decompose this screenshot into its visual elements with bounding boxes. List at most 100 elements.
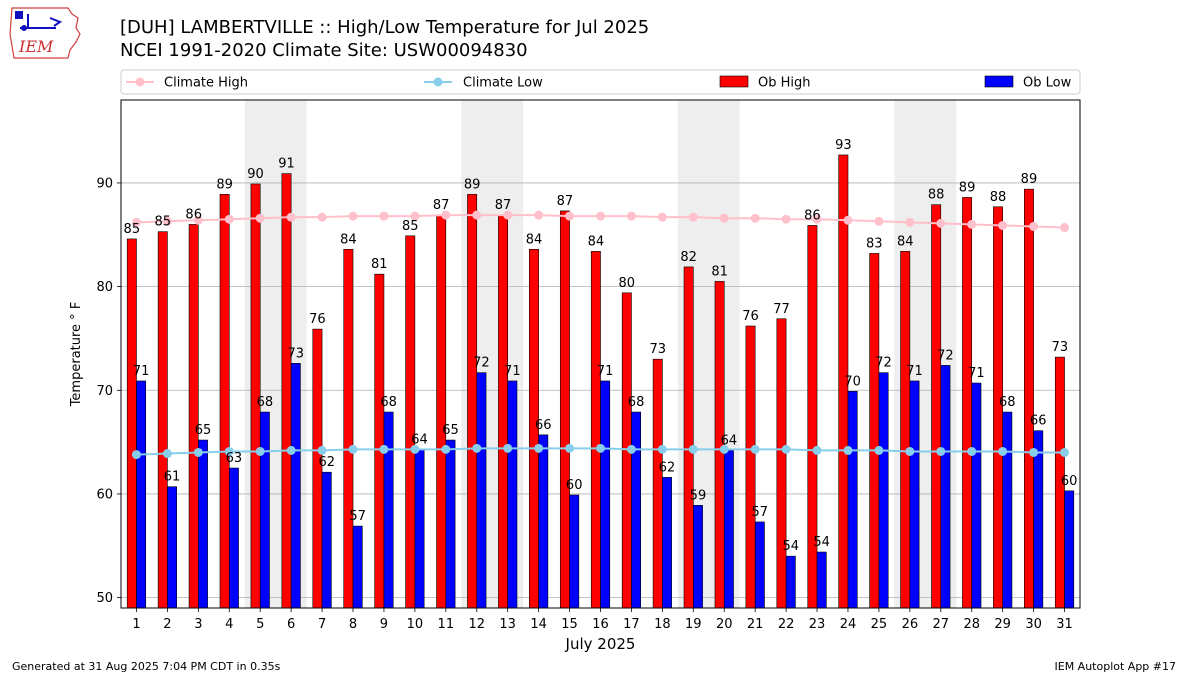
ob-high-bar-day-27 <box>931 204 942 609</box>
climate-low-point-day-20 <box>719 444 729 454</box>
climate-low-point-day-4 <box>224 446 234 456</box>
ob-low-bar-day-23 <box>816 551 827 609</box>
app-footer: IEM Autoplot App #17 <box>1054 660 1177 673</box>
x-tick-label-18: 18 <box>654 617 671 632</box>
climate-low-point-day-24 <box>843 445 853 455</box>
ob-high-bar-day-21 <box>745 325 756 609</box>
climate-high-point-day-25 <box>874 216 884 226</box>
climate-high-point-day-5 <box>255 213 265 223</box>
climate-high-point-day-30 <box>1029 221 1039 231</box>
y-axis-label: Temperature ° F <box>69 302 84 408</box>
chart-subtitle: NCEI 1991-2020 Climate Site: USW00094830 <box>120 40 528 61</box>
ob-low-bar-day-10 <box>414 449 425 609</box>
ob-high-label-day-2: 85 <box>154 215 171 230</box>
ob-high-label-day-7: 76 <box>309 312 326 327</box>
ob-high-bar-day-4 <box>219 194 230 609</box>
ob-high-bar-day-19 <box>683 266 694 609</box>
ob-high-label-day-22: 77 <box>773 302 790 317</box>
ob-low-label-day-15: 60 <box>566 478 583 493</box>
legend-ob-low-swatch <box>984 75 1014 88</box>
x-tick-label-5: 5 <box>256 617 264 632</box>
ob-high-label-day-17: 80 <box>619 276 636 291</box>
ob-high-bar-day-10 <box>405 235 416 609</box>
ob-low-label-day-2: 61 <box>164 470 181 485</box>
climate-high-point-day-22 <box>781 214 791 224</box>
climate-high-point-day-9 <box>379 211 389 221</box>
ob-low-label-day-22: 54 <box>782 539 799 554</box>
ob-low-label-day-19: 59 <box>690 488 707 503</box>
ob-low-bar-day-12 <box>476 372 487 609</box>
x-tick-label-7: 7 <box>318 617 326 632</box>
climate-low-point-day-15 <box>565 443 575 453</box>
climate-high-point-day-14 <box>534 210 544 220</box>
ob-high-bar-day-22 <box>776 318 787 609</box>
ob-low-label-day-8: 57 <box>349 509 366 524</box>
ob-low-label-day-4: 63 <box>226 451 243 466</box>
x-tick-label-4: 4 <box>225 617 233 632</box>
climate-low-point-day-1 <box>131 450 141 460</box>
climate-low-point-day-7 <box>317 445 327 455</box>
x-tick-label-2: 2 <box>163 617 171 632</box>
climate-low-point-day-12 <box>472 443 482 453</box>
climate-low-point-day-25 <box>874 445 884 455</box>
climate-low-point-day-27 <box>936 446 946 456</box>
ob-low-label-day-11: 65 <box>442 423 459 438</box>
iem-logo: IEM <box>9 7 81 59</box>
ob-low-bar-day-25 <box>878 372 889 609</box>
ob-high-bar-day-18 <box>652 358 663 609</box>
ob-high-bar-day-26 <box>900 251 911 609</box>
ob-low-label-day-1: 71 <box>133 364 150 379</box>
x-tick-label-16: 16 <box>592 617 609 632</box>
ob-low-label-day-7: 62 <box>318 455 335 470</box>
ob-low-bar-day-3 <box>198 439 208 609</box>
x-tick-label-24: 24 <box>840 617 857 632</box>
y-tick-label-90: 90 <box>96 176 113 191</box>
ob-high-bar-day-25 <box>869 253 880 609</box>
ob-low-bar-day-9 <box>383 411 394 609</box>
x-tick-label-6: 6 <box>287 617 295 632</box>
ob-low-bar-day-29 <box>1002 411 1013 609</box>
ob-high-label-day-29: 88 <box>990 190 1007 205</box>
climate-high-point-day-21 <box>750 213 760 223</box>
x-tick-label-28: 28 <box>963 617 980 632</box>
legend-climate-high-label: Climate High <box>164 76 248 91</box>
climate-low-point-day-8 <box>348 444 358 454</box>
ob-low-bar-day-28 <box>971 382 982 609</box>
ob-low-label-day-16: 71 <box>597 364 614 379</box>
ob-low-bar-day-11 <box>445 439 456 609</box>
climate-high-point-day-31 <box>1060 223 1070 233</box>
weather-station-icon <box>15 11 63 31</box>
climate-high-point-day-12 <box>472 210 482 220</box>
x-tick-label-25: 25 <box>871 617 888 632</box>
ob-high-bar-day-11 <box>436 214 447 609</box>
climate-high-point-day-24 <box>843 215 853 225</box>
climate-low-point-day-2 <box>162 449 172 459</box>
ob-low-bar-day-18 <box>662 477 672 609</box>
ob-low-label-day-26: 71 <box>906 364 923 379</box>
climate-high-point-day-1 <box>131 217 141 227</box>
legend-box <box>120 69 1081 95</box>
ob-low-label-day-13: 71 <box>504 364 521 379</box>
x-tick-label-30: 30 <box>1025 617 1042 632</box>
ob-high-label-day-28: 89 <box>959 180 976 195</box>
ob-high-label-day-20: 81 <box>711 264 728 279</box>
climate-high-point-day-19 <box>688 212 698 222</box>
x-tick-label-9: 9 <box>380 617 388 632</box>
ob-high-label-day-14: 84 <box>526 232 543 247</box>
x-tick-label-11: 11 <box>438 617 455 632</box>
climate-low-point-day-28 <box>967 446 977 456</box>
climate-low-point-day-23 <box>812 445 822 455</box>
ob-low-label-day-30: 66 <box>1030 414 1047 429</box>
y-tick-label-80: 80 <box>96 280 113 295</box>
x-tick-label-15: 15 <box>561 617 578 632</box>
ob-high-label-day-11: 87 <box>433 198 450 213</box>
ob-high-bar-day-1 <box>126 238 137 609</box>
ob-high-label-day-30: 89 <box>1021 172 1038 187</box>
climate-high-point-day-13 <box>503 210 513 220</box>
ob-high-label-day-26: 84 <box>897 234 914 249</box>
ob-high-bar-day-2 <box>157 231 168 609</box>
x-tick-label-14: 14 <box>530 617 547 632</box>
ob-low-bar-day-17 <box>631 411 642 609</box>
climate-low-point-day-26 <box>905 446 915 456</box>
